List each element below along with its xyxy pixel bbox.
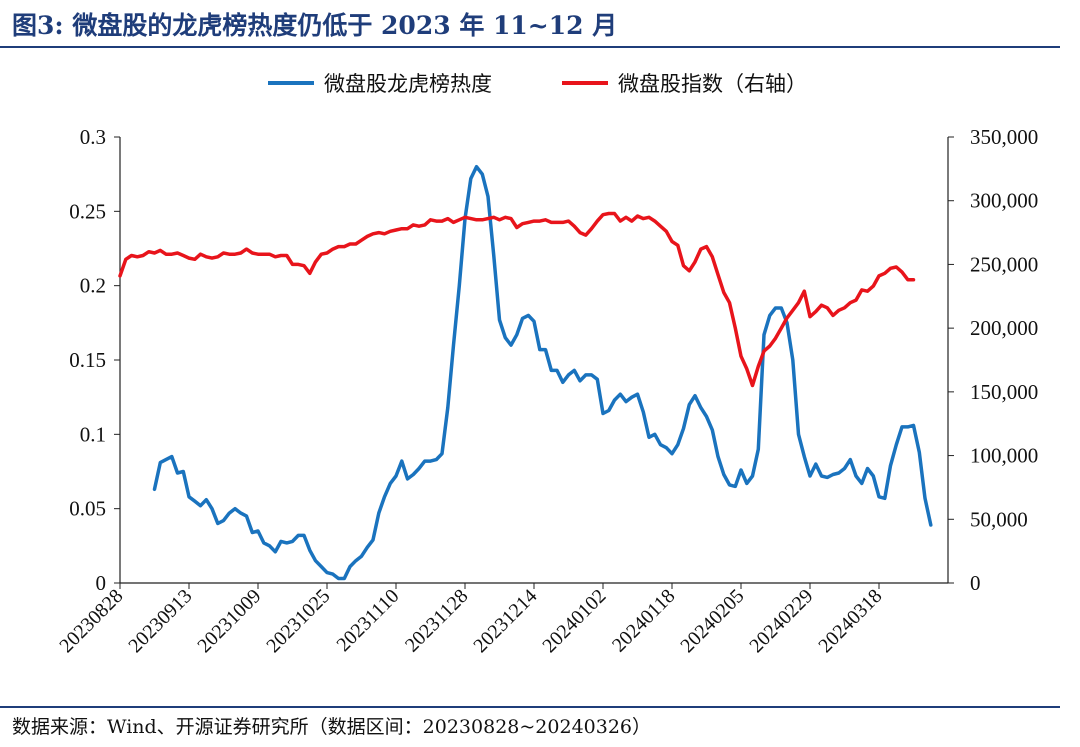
left-tick-label: 0.1	[80, 422, 106, 446]
legend-label-index: 微盘股指数（右轴）	[618, 72, 807, 96]
chart-title: 图3: 微盘股的龙虎榜热度仍低于 2023 年 11~12 月	[12, 11, 618, 40]
x-tick-label: 20240229	[745, 585, 817, 657]
source-rule	[0, 706, 1060, 708]
left-tick-label: 0.15	[69, 348, 106, 372]
right-tick-label: 100,000	[970, 444, 1038, 468]
x-tick-label: 20231214	[469, 585, 541, 657]
right-tick-label: 150,000	[970, 380, 1038, 404]
left-tick-label: 0.2	[80, 274, 106, 298]
x-tick-label: 20231110	[332, 585, 403, 656]
series-layer	[118, 164, 933, 581]
x-tick-label: 20240318	[814, 585, 886, 657]
x-tick-label: 20240102	[538, 585, 610, 657]
left-tick-label: 0.3	[80, 125, 106, 149]
axes: 0 0.05 0.1 0.15 0.2 0.25 0.3 0 50,000 100,000 150,…	[55, 125, 1038, 657]
legend: 微盘股龙虎榜热度 微盘股指数（右轴）	[268, 72, 807, 96]
x-tick-label: 20231025	[262, 585, 334, 657]
right-tick-label: 250,000	[970, 252, 1038, 276]
x-tick-label: 20231128	[401, 585, 473, 657]
x-tick-label: 20230913	[124, 585, 196, 657]
x-tick-label: 20240205	[676, 585, 748, 657]
left-tick-label: 0.05	[69, 497, 106, 521]
right-tick-label: 350,000	[970, 125, 1038, 149]
left-tick-label: 0.25	[69, 199, 106, 223]
right-tick-label: 300,000	[970, 189, 1038, 213]
x-tick-label: 20240118	[608, 585, 680, 657]
right-tick-label: 50,000	[970, 507, 1028, 531]
series-line-heat	[152, 164, 933, 581]
source-note: 数据来源：Wind、开源证券研究所（数据区间：20230828~20240326…	[12, 716, 652, 738]
title-rule	[0, 46, 1060, 48]
x-tick-label: 20231009	[193, 585, 265, 657]
legend-label-heat: 微盘股龙虎榜热度	[324, 72, 492, 96]
left-tick-label: 0	[96, 571, 107, 595]
right-tick-label: 200,000	[970, 316, 1038, 340]
x-tick-label: 20230828	[55, 585, 127, 657]
series-line-index	[118, 211, 916, 388]
right-tick-label: 0	[970, 571, 981, 595]
